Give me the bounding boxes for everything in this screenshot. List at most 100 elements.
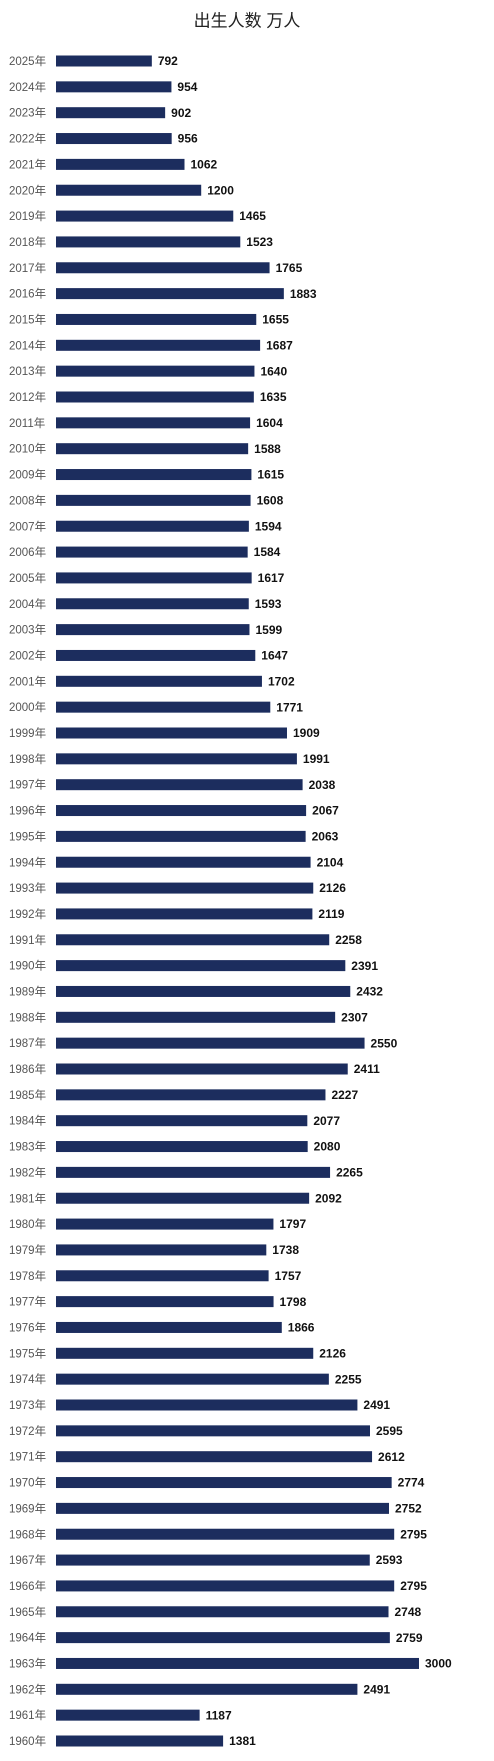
y-tick-label: 2022年 <box>9 132 46 146</box>
value-label: 1615 <box>257 468 284 482</box>
value-label: 1738 <box>272 1243 299 1257</box>
bar <box>56 236 241 248</box>
bar <box>56 960 346 972</box>
value-label: 1771 <box>276 700 303 714</box>
value-label: 3000 <box>425 1657 452 1671</box>
bar <box>56 1554 370 1566</box>
bar <box>56 313 257 325</box>
bar <box>56 158 185 170</box>
y-tick-label: 2000年 <box>9 700 46 714</box>
value-label: 1991 <box>303 752 330 766</box>
y-tick-label: 1970年 <box>9 1476 46 1490</box>
bar <box>56 1244 267 1256</box>
y-tick-label: 1994年 <box>9 855 46 869</box>
y-tick-label: 1972年 <box>9 1424 46 1438</box>
y-tick-label: 1982年 <box>9 1165 46 1179</box>
y-tick-label: 2010年 <box>9 442 46 456</box>
y-tick-label: 2016年 <box>9 287 46 301</box>
bar <box>56 1632 390 1644</box>
bar <box>56 520 249 532</box>
bar <box>56 184 202 196</box>
bar <box>56 81 172 93</box>
bar <box>56 908 313 920</box>
value-label: 1608 <box>257 494 284 508</box>
value-label: 1594 <box>255 519 282 533</box>
chart-title: 出生人数 万人 <box>194 11 301 30</box>
y-tick-label: 1995年 <box>9 829 46 843</box>
bar <box>56 1141 308 1153</box>
bar <box>56 262 270 274</box>
bar <box>56 753 297 765</box>
bar <box>56 1735 224 1747</box>
value-label: 1655 <box>262 313 289 327</box>
y-tick-label: 1996年 <box>9 804 46 818</box>
bar <box>56 701 271 713</box>
value-label: 2491 <box>363 1682 390 1696</box>
bar <box>56 1218 274 1230</box>
y-tick-label: 2001年 <box>9 674 46 688</box>
bar <box>56 649 256 661</box>
value-label: 1640 <box>260 364 287 378</box>
value-label: 2067 <box>312 804 339 818</box>
bar <box>56 1373 329 1385</box>
bar <box>56 624 250 636</box>
y-tick-label: 1985年 <box>9 1088 46 1102</box>
value-label: 2593 <box>376 1553 403 1567</box>
y-tick-label: 1960年 <box>9 1734 46 1748</box>
y-tick-label: 1986年 <box>9 1062 46 1076</box>
value-label: 2759 <box>396 1631 423 1645</box>
bar <box>56 1166 331 1178</box>
y-tick-label: 2018年 <box>9 235 46 249</box>
value-label: 1798 <box>280 1295 307 1309</box>
value-label: 1909 <box>293 726 320 740</box>
bar <box>56 417 251 429</box>
y-tick-label: 1989年 <box>9 984 46 998</box>
value-label: 1599 <box>255 623 282 637</box>
value-label: 2126 <box>319 881 346 895</box>
value-label: 2795 <box>400 1527 427 1541</box>
bar <box>56 1528 395 1540</box>
bar <box>56 288 284 300</box>
bar <box>56 598 249 610</box>
bar <box>56 727 287 739</box>
y-tick-label: 1975年 <box>9 1346 46 1360</box>
value-label: 1200 <box>207 183 234 197</box>
value-label: 2258 <box>335 933 362 947</box>
bar <box>56 391 254 403</box>
y-tick-label: 1983年 <box>9 1140 46 1154</box>
bar <box>56 934 330 946</box>
value-label: 2265 <box>336 1166 363 1180</box>
bar <box>56 1425 370 1437</box>
bar <box>56 107 166 119</box>
y-tick-label: 1988年 <box>9 1010 46 1024</box>
y-tick-label: 1991年 <box>9 933 46 947</box>
value-label: 954 <box>177 80 197 94</box>
bar <box>56 1657 419 1669</box>
value-label: 1702 <box>268 674 295 688</box>
y-tick-label: 2019年 <box>9 209 46 223</box>
bar <box>56 675 262 687</box>
y-tick-label: 2025年 <box>9 54 46 68</box>
bar <box>56 1606 389 1618</box>
bar <box>56 339 261 351</box>
y-tick-label: 1977年 <box>9 1295 46 1309</box>
y-tick-label: 1962年 <box>9 1682 46 1696</box>
y-tick-label: 2015年 <box>9 312 46 326</box>
value-label: 2126 <box>319 1346 346 1360</box>
y-tick-label: 2024年 <box>9 80 46 94</box>
value-label: 1584 <box>254 545 281 559</box>
y-tick-label: 1969年 <box>9 1501 46 1515</box>
bar <box>56 572 252 584</box>
bar <box>56 1011 336 1023</box>
y-tick-label: 1965年 <box>9 1605 46 1619</box>
y-tick-label: 1978年 <box>9 1269 46 1283</box>
bar <box>56 1115 308 1127</box>
bar <box>56 1451 373 1463</box>
value-label: 1866 <box>288 1321 315 1335</box>
value-label: 2432 <box>356 985 383 999</box>
y-tick-label: 1971年 <box>9 1450 46 1464</box>
bar <box>56 1296 274 1308</box>
value-label: 2391 <box>351 959 378 973</box>
bar <box>56 779 303 791</box>
value-label: 2077 <box>313 1114 340 1128</box>
